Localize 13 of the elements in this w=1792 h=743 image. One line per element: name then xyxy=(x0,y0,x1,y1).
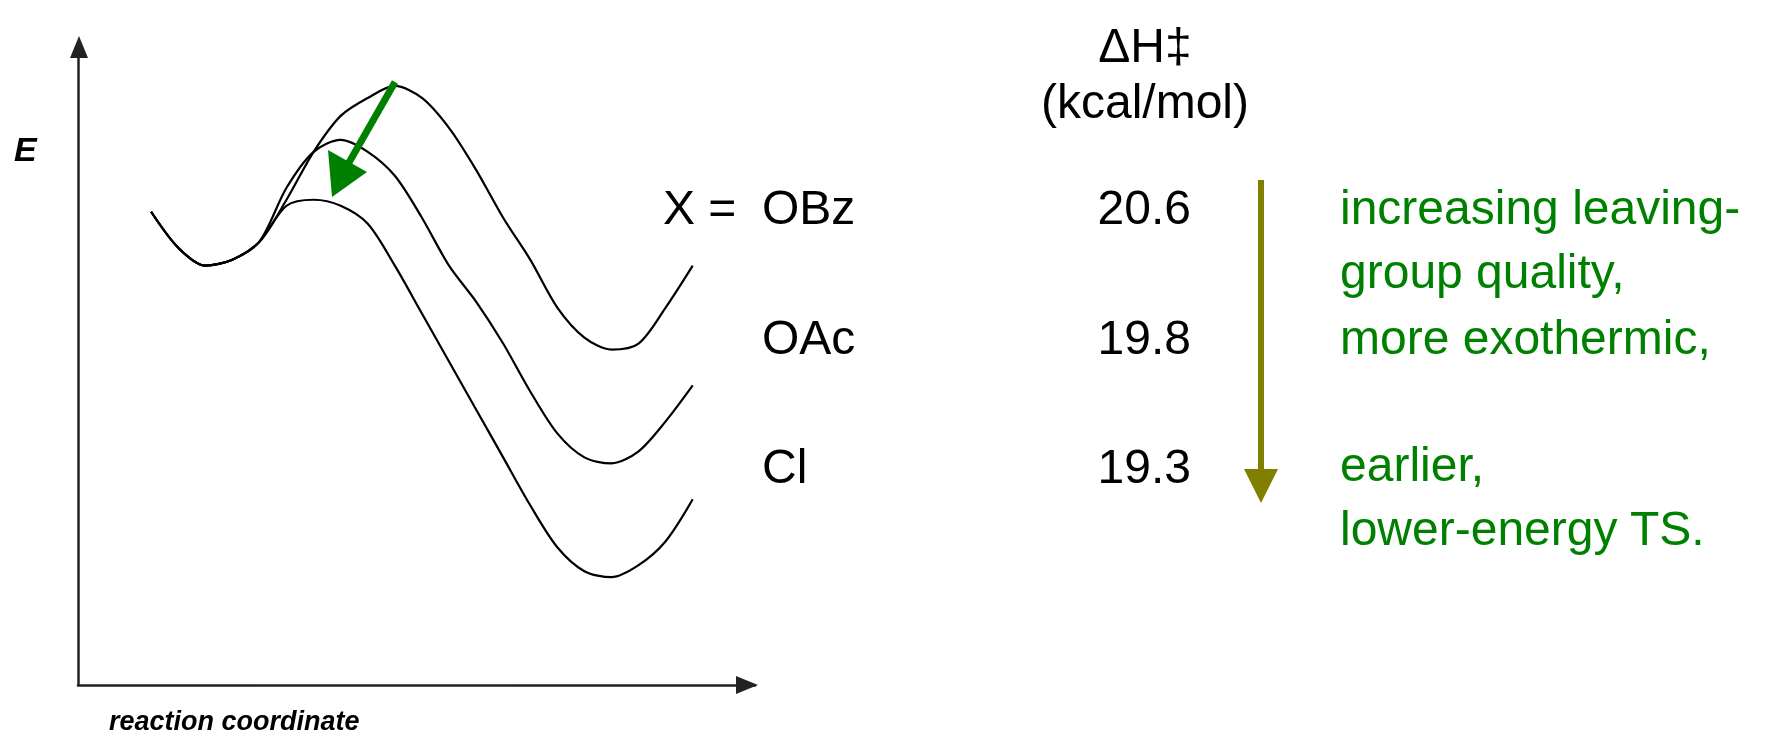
text: X = xyxy=(663,180,737,236)
category-label: Cl xyxy=(762,439,808,495)
y-axis-title: E xyxy=(14,130,38,168)
data-label: 19.3 xyxy=(1096,439,1191,495)
text: earlier, xyxy=(1340,437,1486,493)
text: more exothermic, xyxy=(1340,310,1712,366)
text: ΔH‡ (kcal/mol) xyxy=(1040,18,1250,130)
x-axis-title: reaction coordinate xyxy=(109,705,360,736)
category-label: OBz xyxy=(762,180,856,236)
data-label: 20.6 xyxy=(1096,180,1191,236)
text: lower-energy TS. xyxy=(1340,501,1706,557)
data-label: 19.8 xyxy=(1096,310,1191,366)
category-label: OAc xyxy=(762,310,856,366)
